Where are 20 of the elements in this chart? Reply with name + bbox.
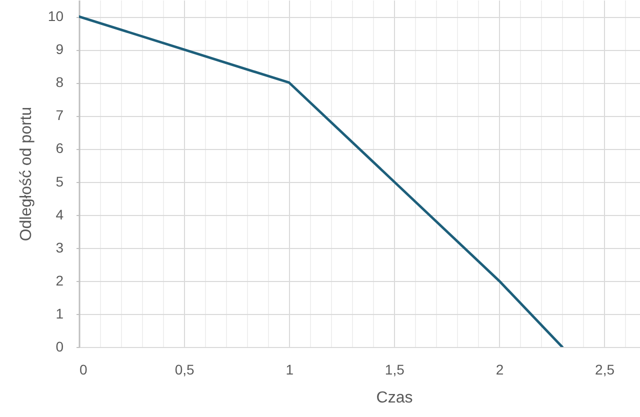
y-tick-label: 3 bbox=[56, 239, 64, 256]
y-tick-label: 7 bbox=[56, 107, 64, 124]
x-tick-label: 0,5 bbox=[174, 362, 194, 378]
y-tick-label: 2 bbox=[56, 272, 64, 288]
x-tick-label: 1,5 bbox=[384, 362, 405, 378]
y-tick-label: 8 bbox=[56, 74, 64, 90]
y-tick-label: 0 bbox=[56, 338, 64, 354]
x-tick-label: 2,5 bbox=[595, 362, 615, 378]
y-tick-label: 1 bbox=[56, 305, 64, 322]
x-tick-label: 2 bbox=[496, 362, 504, 378]
y-tick-label: 5 bbox=[56, 173, 64, 190]
y-tick-label: 10 bbox=[48, 8, 64, 24]
y-tick-label: 4 bbox=[56, 206, 64, 222]
x-axis-title: Czas bbox=[376, 390, 413, 406]
x-tick-label: 1 bbox=[286, 362, 294, 378]
y-tick-label: 9 bbox=[56, 41, 64, 58]
line-series bbox=[79, 15, 564, 347]
x-tick-label: 0 bbox=[80, 362, 88, 378]
y-tick-label: 6 bbox=[56, 140, 64, 156]
y-axis-title: Odległość od portu bbox=[18, 106, 35, 242]
